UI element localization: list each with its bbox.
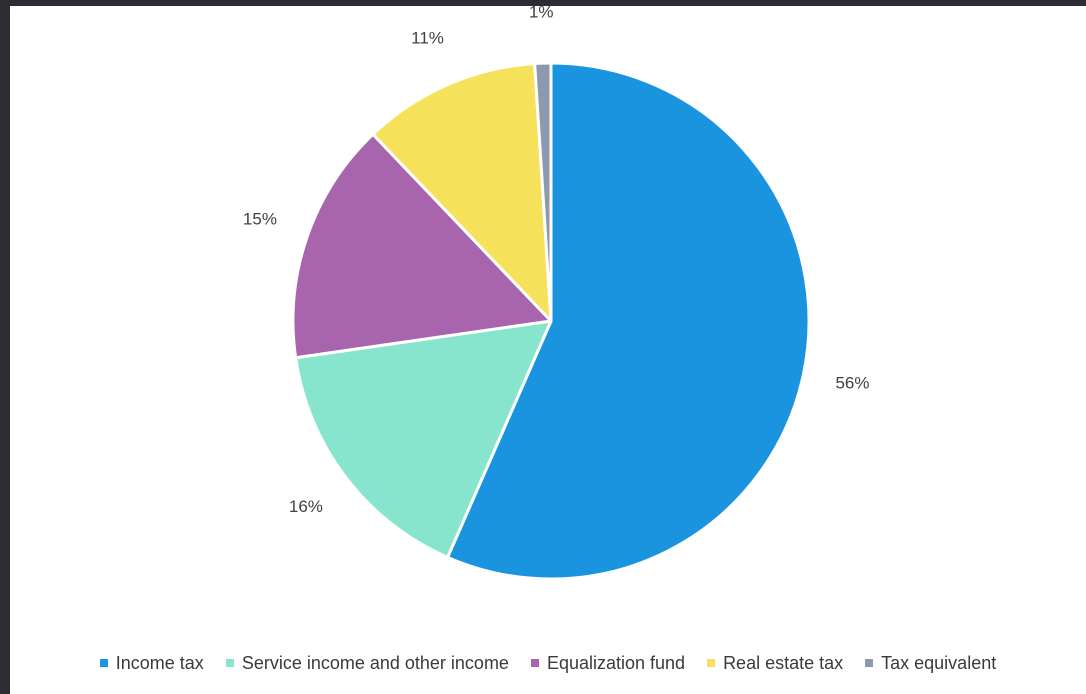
- pie-data-label: 15%: [243, 210, 277, 229]
- pie-chart: 56% 16% 15% 11% 1%: [243, 6, 870, 581]
- legend-label: Service income and other income: [241, 652, 509, 673]
- legend-label: Equalization fund: [546, 652, 686, 673]
- chart-legend: Income tax Service income and other inco…: [10, 652, 1086, 674]
- pie-slice-tax-equivalent: [533, 61, 553, 323]
- pie-slice-income-tax: [446, 61, 811, 581]
- legend-item-real-estate-tax: Real estate tax: [707, 653, 843, 674]
- legend-swatch: [530, 659, 539, 667]
- legend-label: Real estate tax: [723, 652, 844, 673]
- pie-slice-equalization-fund: [291, 132, 553, 360]
- legend-item-tax-equivalent: Tax equivalent: [865, 653, 996, 674]
- legend-item-income-tax: Income tax: [99, 652, 204, 674]
- chart-frame: 56% 16% 15% 11% 1% Income tax Service income…: [10, 6, 1086, 694]
- pie-labels: 56% 16% 15% 11% 1%: [243, 6, 870, 516]
- pie-slice-real-estate-tax: [371, 62, 553, 323]
- legend-swatch: [865, 659, 874, 667]
- legend-swatch: [99, 659, 108, 667]
- legend-swatch: [707, 659, 716, 667]
- legend-item-equalization-fund: Equalization fund: [530, 652, 686, 674]
- legend-item-service-income: Service income and other income: [225, 652, 509, 674]
- pie-data-label: 16%: [289, 497, 323, 516]
- pie-data-label: 56%: [835, 374, 869, 393]
- pie-data-label: 11%: [411, 28, 444, 47]
- pie-data-label: 1%: [529, 6, 554, 22]
- legend-swatch: [225, 659, 234, 667]
- legend-label: Income tax: [115, 652, 204, 673]
- pie-slices: [291, 61, 811, 581]
- pie-slice-service-income-and-other-income: [294, 319, 553, 559]
- legend-label: Tax equivalent: [881, 652, 997, 673]
